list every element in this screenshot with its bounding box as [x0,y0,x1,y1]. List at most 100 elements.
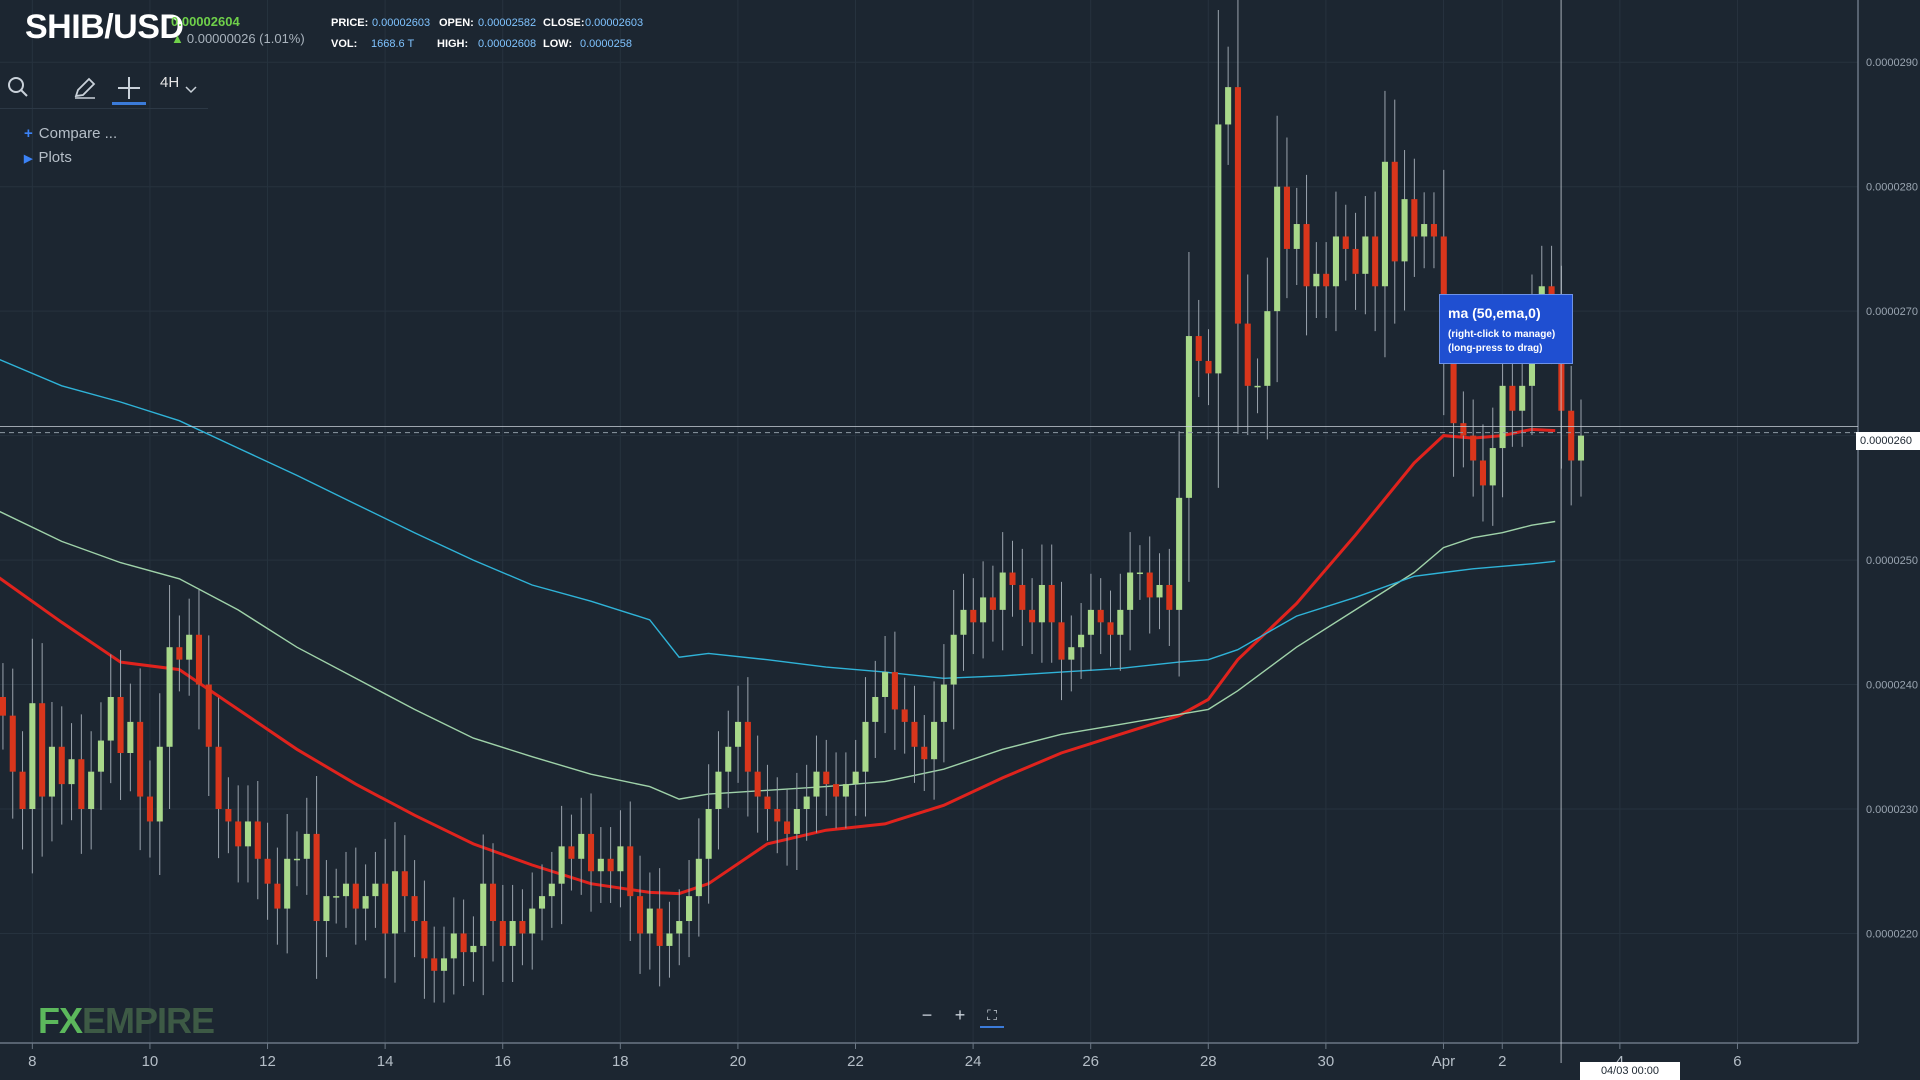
compare-menu-item[interactable]: + Compare ... [24,125,118,142]
candle-body [960,609,967,635]
candle [774,777,781,854]
candle [538,864,546,941]
candle [803,764,810,841]
ohlc-close-value: 0.00002603 [585,17,644,29]
candle-body [440,958,448,971]
candle-body [284,858,291,909]
search-icon [8,77,28,97]
candle-body [1009,572,1016,585]
candle [1225,46,1232,165]
candle [1156,553,1163,630]
play-triangle-icon: ▶ [24,153,33,165]
candle [480,834,487,996]
candle-body [0,696,6,716]
candle-body [1097,609,1104,623]
x-tick-label: 14 [377,1053,394,1070]
candle [950,589,957,730]
price-change: ▲ 0.00000026 (1.01%) [171,31,305,46]
candle [529,872,536,970]
price-change-value: 0.00000026 (1.01%) [186,31,305,46]
x-tick-label: Apr [1432,1053,1455,1070]
candle [656,868,663,987]
candle-body [480,883,487,946]
candle-body [587,833,595,872]
candle [235,785,242,883]
ohlc-low-label: LOW: [543,38,573,50]
candle [999,532,1006,651]
y-tick-label: 0.0000290 [1866,57,1918,69]
candle [666,901,673,978]
candle [1048,544,1055,663]
fullscreen-button[interactable]: ⛶ [980,1004,1004,1028]
candle-body [705,809,712,859]
candle-body [382,883,389,934]
candle-body [68,759,75,785]
candle-body [1499,385,1506,449]
candle [587,793,595,912]
ma-tooltip[interactable]: ma (50,ema,0) (right-click to manage) (l… [1439,294,1573,364]
candle [1087,573,1094,671]
candle-body [205,684,212,747]
candle [1568,365,1575,506]
search-button[interactable] [2,70,32,102]
candle-body [29,703,36,810]
candle [1136,545,1143,600]
chevron-down-icon[interactable] [185,86,197,94]
candle-body [372,883,379,897]
timeframe-selector[interactable]: 4H [160,74,180,91]
candle-body [715,771,722,810]
candle [1421,192,1428,269]
zoom-out-button[interactable]: − [921,1005,933,1025]
candle [686,860,693,958]
candle-body [323,896,330,922]
candle-body [940,684,947,722]
candle [1264,257,1271,440]
current-price-tag: 0.0000260 [1856,432,1920,450]
plots-menu-item[interactable]: ▶ Plots [24,149,72,166]
candle [431,926,438,1003]
candle-body [391,871,399,934]
candle-body [970,609,977,623]
candle-body [1489,448,1496,486]
candle-body [1205,360,1212,374]
x-tick-label: 2 [1498,1053,1506,1070]
candle-body [411,896,418,922]
candle-body [254,821,261,859]
candle-body [637,896,644,934]
candle-body [1519,385,1526,411]
candle-body [529,908,536,934]
zoom-in-button[interactable]: + [954,1005,966,1025]
candle [1009,540,1016,617]
draw-button[interactable] [68,70,98,102]
candle-body [1136,572,1143,575]
crosshair-icon [118,77,140,99]
ohlc-price-label: PRICE: [331,17,369,29]
candle-body [88,771,95,810]
candle [215,697,222,859]
candle [1097,578,1104,655]
candle-body [1127,572,1134,610]
candle [548,851,555,928]
candle-body [1283,186,1290,249]
crosshair-button[interactable] [112,70,146,105]
y-tick-label: 0.0000280 [1866,182,1918,194]
x-tick-label: 28 [1200,1053,1217,1070]
candle [735,685,742,783]
candle-body [519,921,526,934]
candle-body [225,809,232,822]
candle [823,739,830,816]
candle-body [127,721,134,754]
candle [205,635,212,796]
candle [1519,349,1526,447]
candle [911,685,918,783]
candle [1362,196,1369,315]
candle [764,764,771,841]
candle [1146,536,1153,634]
candle-body [862,721,869,772]
candle [862,677,869,817]
candle [440,926,448,1003]
x-tick-label: 12 [259,1053,276,1070]
candle [1244,274,1251,435]
